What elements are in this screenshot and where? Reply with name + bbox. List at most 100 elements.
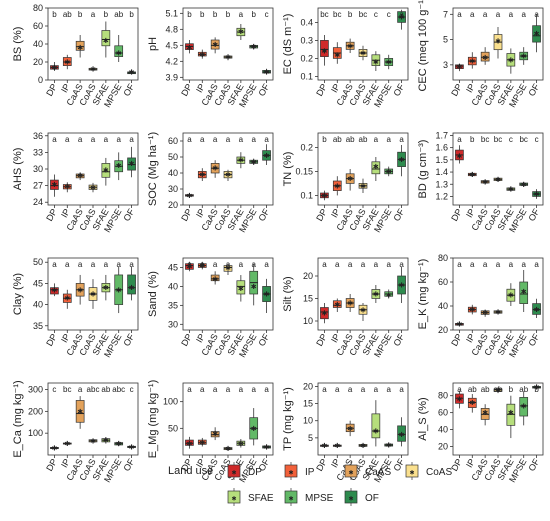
mean-marker-OF: ✱ <box>399 431 405 439</box>
group-letter: c <box>374 10 378 19</box>
y-tick-label: 40 <box>33 39 43 49</box>
mean-marker-OF: ✱ <box>129 160 135 168</box>
legend-label: CaAS <box>365 467 391 478</box>
mean-marker-OF: ✱ <box>534 384 540 392</box>
mean-marker-DP: ✱ <box>51 286 57 294</box>
y-tick-label: 24 <box>33 197 43 207</box>
x-tick-label-OF: OF <box>256 82 271 98</box>
box-CaAS <box>210 274 220 282</box>
mean-marker-OF: ✱ <box>129 443 135 451</box>
group-letter: a <box>187 385 192 394</box>
x-tick-label-OF: OF <box>121 332 136 348</box>
box-CaAS <box>210 39 220 50</box>
mean-marker-SFAE: ✱ <box>508 186 514 194</box>
mean-marker-DP: ✱ <box>321 309 327 317</box>
legend-key-DP: ✱ DP <box>227 462 262 480</box>
legend-mean-marker: ✱ <box>231 496 236 503</box>
box-DP <box>320 40 329 57</box>
mean-marker-CaAS: ✱ <box>212 41 218 49</box>
y-tick-label: 20 <box>303 271 313 281</box>
y-tick-label: 15 <box>303 399 313 409</box>
y-axis-label: BS (%) <box>12 27 24 62</box>
legend-label: MPSE <box>305 493 334 504</box>
y-tick-label: 15 <box>303 294 313 304</box>
group-letter: a <box>116 260 121 269</box>
group-letter: a <box>534 10 539 19</box>
x-tick-label-OF: OF <box>526 82 541 98</box>
y-tick-label: 5 <box>443 35 448 45</box>
mean-marker-CaAS: ✱ <box>482 309 488 317</box>
mean-marker-SFAE: ✱ <box>103 284 109 292</box>
group-letter: a <box>374 260 379 269</box>
group-letter: b <box>52 10 57 19</box>
mean-marker-DP: ✱ <box>321 48 327 56</box>
x-tick-label-OF: OF <box>391 82 406 98</box>
x-tick-label-OF: OF <box>121 82 136 98</box>
group-letter: b <box>226 10 231 19</box>
y-tick-label: 0.1 <box>300 190 313 200</box>
mean-marker-CoAS: ✱ <box>495 176 501 184</box>
mean-marker-IP: ✱ <box>64 440 70 448</box>
x-tick-label-OF: OF <box>256 207 271 223</box>
mean-marker-DP: ✱ <box>186 263 192 271</box>
group-letter: a <box>78 260 83 269</box>
mean-marker-CoAS: ✱ <box>495 309 501 317</box>
group-letter: a <box>457 260 462 269</box>
group-letter: a <box>65 260 70 269</box>
y-tick-label: 4.2 <box>165 56 178 66</box>
group-letter: a <box>251 135 256 144</box>
group-letter: a <box>91 260 96 269</box>
group-letter: a <box>335 385 340 394</box>
group-letter: a <box>386 135 391 144</box>
mean-marker-OF: ✱ <box>534 306 540 314</box>
y-tick-label: 200 <box>28 406 43 416</box>
x-tick-label-DP: DP <box>44 82 59 98</box>
mean-marker-OF: ✱ <box>399 282 405 290</box>
group-letter: bc <box>494 135 502 144</box>
mean-marker-CoAS: ✱ <box>495 37 501 45</box>
y-tick-label: 20 <box>33 57 43 67</box>
legend-key-MPSE: ✱ MPSE <box>284 488 334 506</box>
group-letter: a <box>187 135 192 144</box>
group-letter: a <box>322 260 327 269</box>
group-letter: a <box>239 260 244 269</box>
y-axis-label: TP (mg kg⁻¹) <box>282 387 294 451</box>
mean-marker-SFAE: ✱ <box>508 292 514 300</box>
x-tick-label-DP: DP <box>179 82 194 98</box>
mean-marker-OF: ✱ <box>534 191 540 199</box>
legend-label: OF <box>365 493 379 504</box>
group-letter: a <box>91 135 96 144</box>
mean-marker-MPSE: ✱ <box>251 43 257 51</box>
y-axis-label: CEC (meq 100 g⁻¹) <box>417 0 429 92</box>
y-tick-label: 60 <box>168 136 178 146</box>
legend-title: Land use <box>168 465 213 477</box>
y-tick-label: 0.3 <box>300 35 313 45</box>
y-tick-label: 1.3 <box>435 179 448 189</box>
y-tick-label: 1.4 <box>435 167 448 177</box>
group-letter: a <box>386 385 391 394</box>
box-CaAS <box>210 431 220 438</box>
group-letter: b <box>251 10 256 19</box>
mean-marker-CaAS: ✱ <box>77 44 83 52</box>
mean-marker-DP: ✱ <box>456 63 462 71</box>
group-letter: a <box>213 260 218 269</box>
mean-marker-SFAE: ✱ <box>508 409 514 417</box>
group-letter: a <box>226 135 231 144</box>
mean-marker-IP: ✱ <box>334 301 340 309</box>
group-letter: a <box>470 10 475 19</box>
y-tick-label: 20 <box>168 200 178 210</box>
y-axis-label: Clay (%) <box>12 273 24 315</box>
y-tick-label: 10 <box>303 316 313 326</box>
box-SFAE <box>371 161 381 175</box>
group-letter: a <box>187 260 192 269</box>
mean-marker-CaAS: ✱ <box>347 300 353 308</box>
panel-frame <box>452 132 544 206</box>
mean-marker-CoAS: ✱ <box>495 386 501 394</box>
box-IP <box>332 300 342 308</box>
x-tick-label-DP: DP <box>179 207 194 223</box>
mean-marker-CoAS: ✱ <box>90 437 96 445</box>
panel-frame <box>317 382 409 456</box>
